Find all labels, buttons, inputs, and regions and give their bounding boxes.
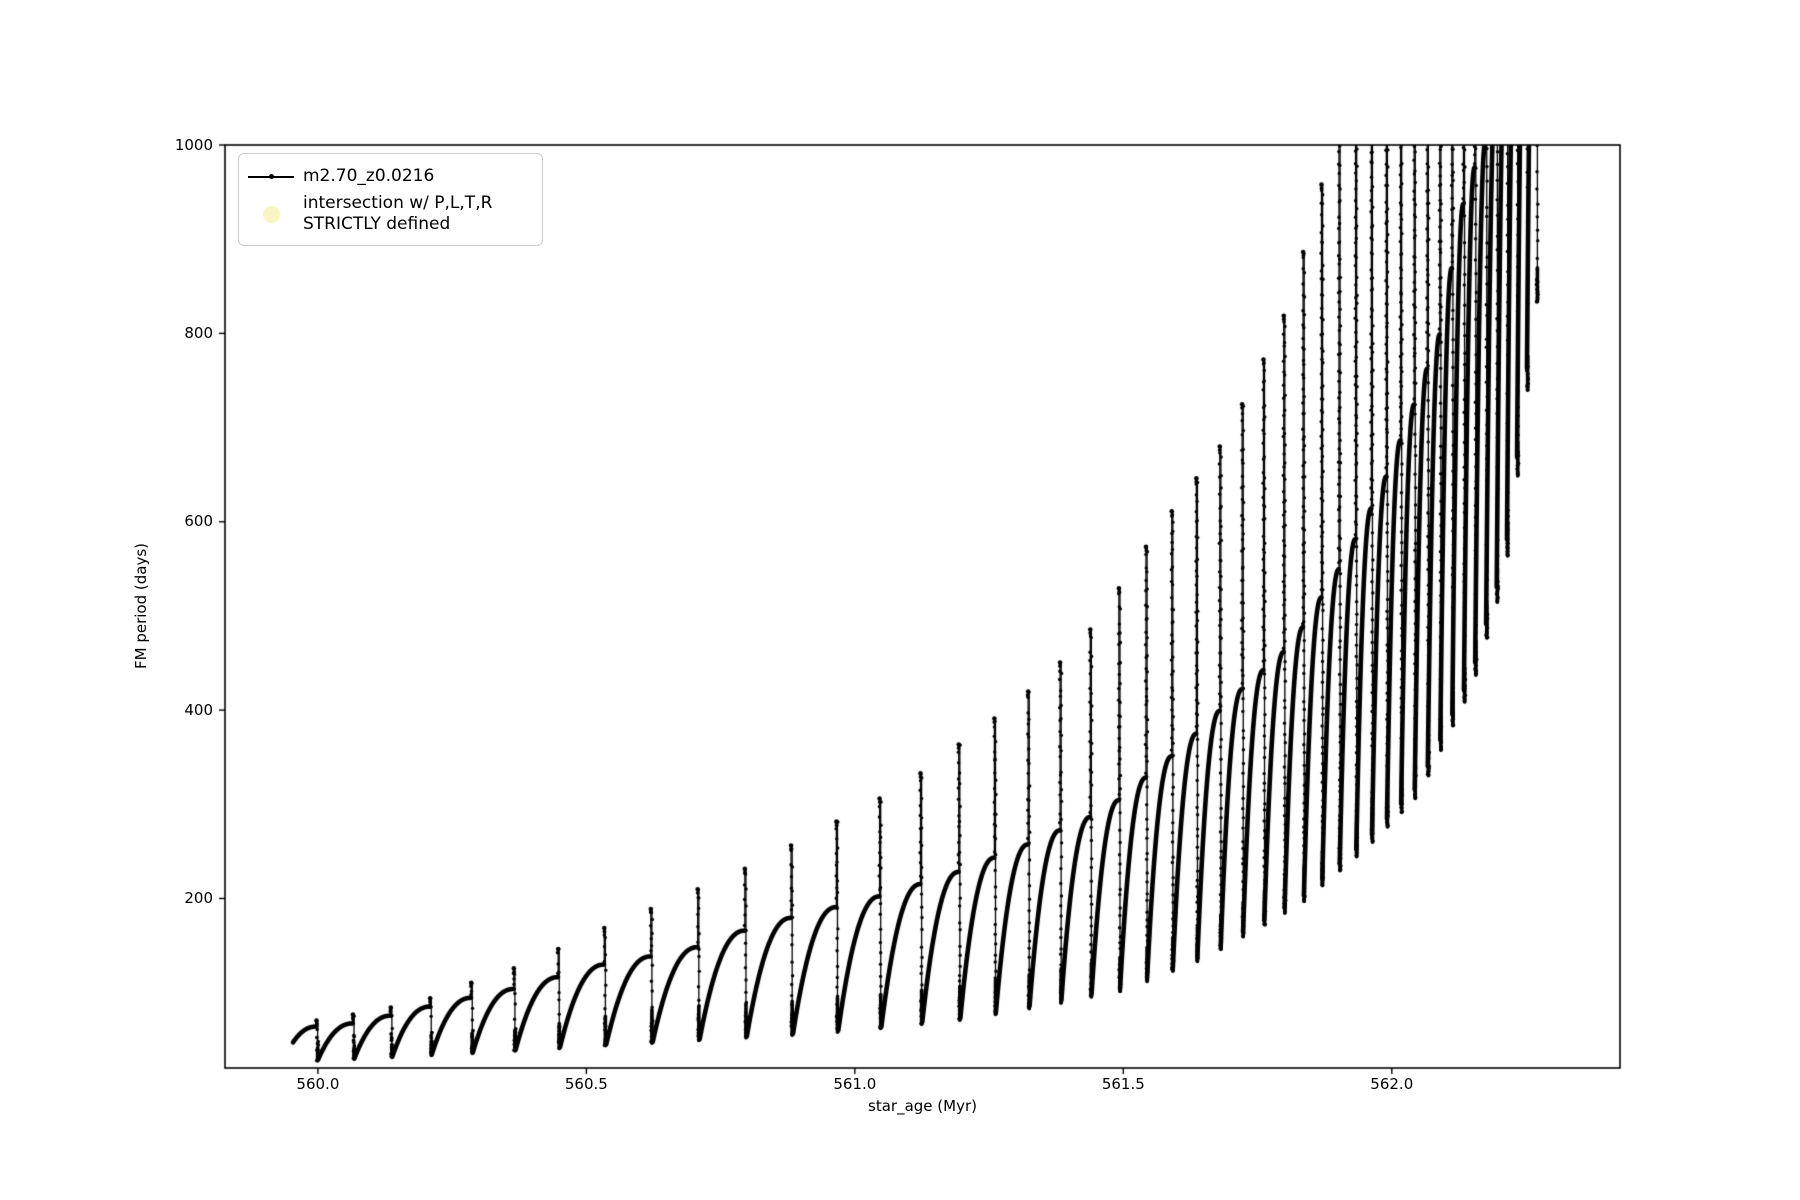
legend-marker-col	[239, 205, 303, 223]
legend-label-intersection: intersection w/ P,L,T,R STRICTLY defined	[303, 193, 492, 235]
legend-entry-intersection: intersection w/ P,L,T,R STRICTLY defined	[239, 193, 532, 235]
x-tick-label: 560.0	[296, 1075, 340, 1093]
legend-entry-series: m2.70_z0.0216	[239, 160, 532, 193]
y-tick-label: 600	[184, 512, 213, 531]
y-tick-label: 400	[184, 700, 213, 719]
y-tick-label: 200	[184, 888, 213, 907]
legend-label-line1: intersection w/ P,L,T,R	[303, 193, 493, 213]
legend-marker-col	[239, 174, 303, 179]
x-tick-label: 561.5	[1101, 1075, 1145, 1093]
x-tick-label: 561.0	[833, 1075, 877, 1093]
x-axis-label: star_age (Myr)	[868, 1097, 977, 1115]
filled-circle-icon	[262, 205, 280, 223]
y-axis-label: FM period (days)	[132, 543, 150, 669]
legend: m2.70_z0.0216 intersection w/ P,L,T,R ST…	[238, 153, 543, 246]
legend-label-line2: STRICTLY defined	[303, 214, 451, 234]
legend-label-series: m2.70_z0.0216	[303, 166, 435, 186]
line-with-dot-icon	[248, 174, 294, 179]
y-tick-label: 1000	[174, 135, 213, 154]
x-tick-label: 562.0	[1370, 1075, 1414, 1093]
x-tick-label: 560.5	[564, 1075, 608, 1093]
y-tick-label: 800	[184, 323, 213, 342]
